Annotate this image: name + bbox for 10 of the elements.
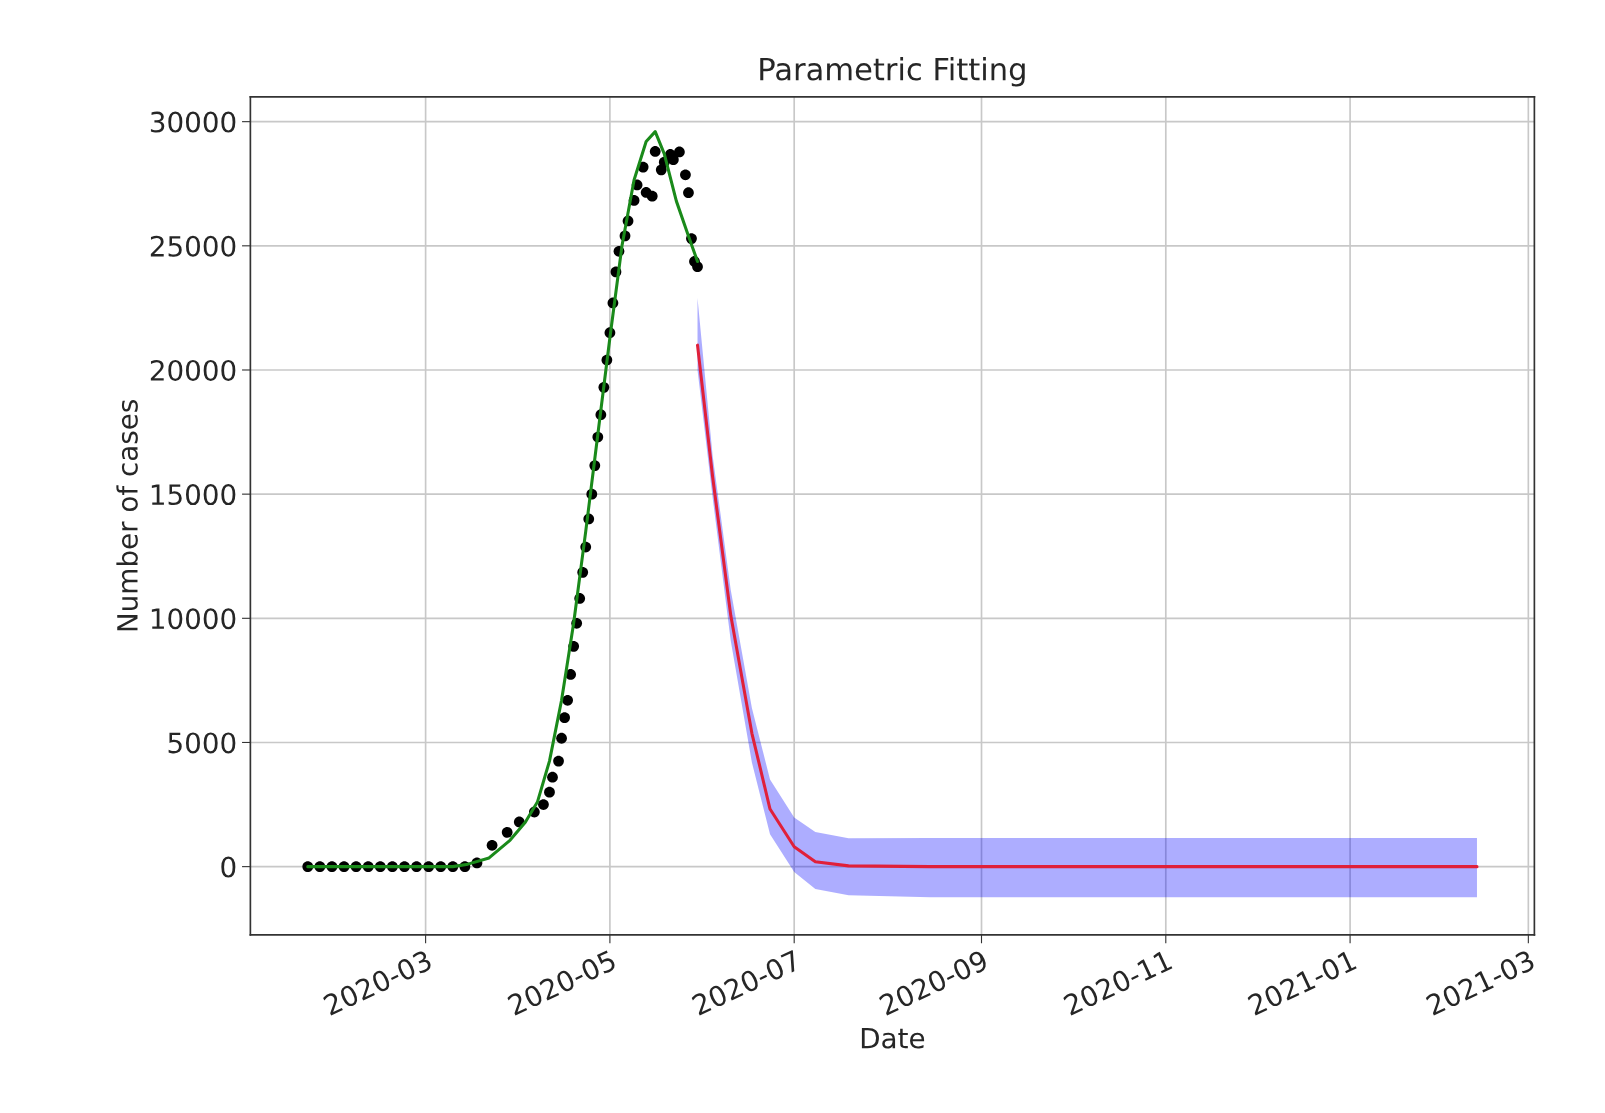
y-tick-label: 5000: [168, 732, 236, 754]
y-tick-label: 20000: [150, 359, 236, 381]
y-tick-label: 0: [221, 856, 236, 878]
y-tick-label: 10000: [151, 608, 236, 630]
y-tick-label: 25000: [150, 235, 236, 257]
y-tick-label: 15000: [151, 484, 236, 506]
chart-title: Parametric Fitting: [760, 56, 1025, 87]
y-axis-title: Number of cases: [116, 400, 138, 631]
x-axis-title: Date: [861, 1027, 925, 1049]
y-tick-label: 30000: [150, 111, 236, 133]
